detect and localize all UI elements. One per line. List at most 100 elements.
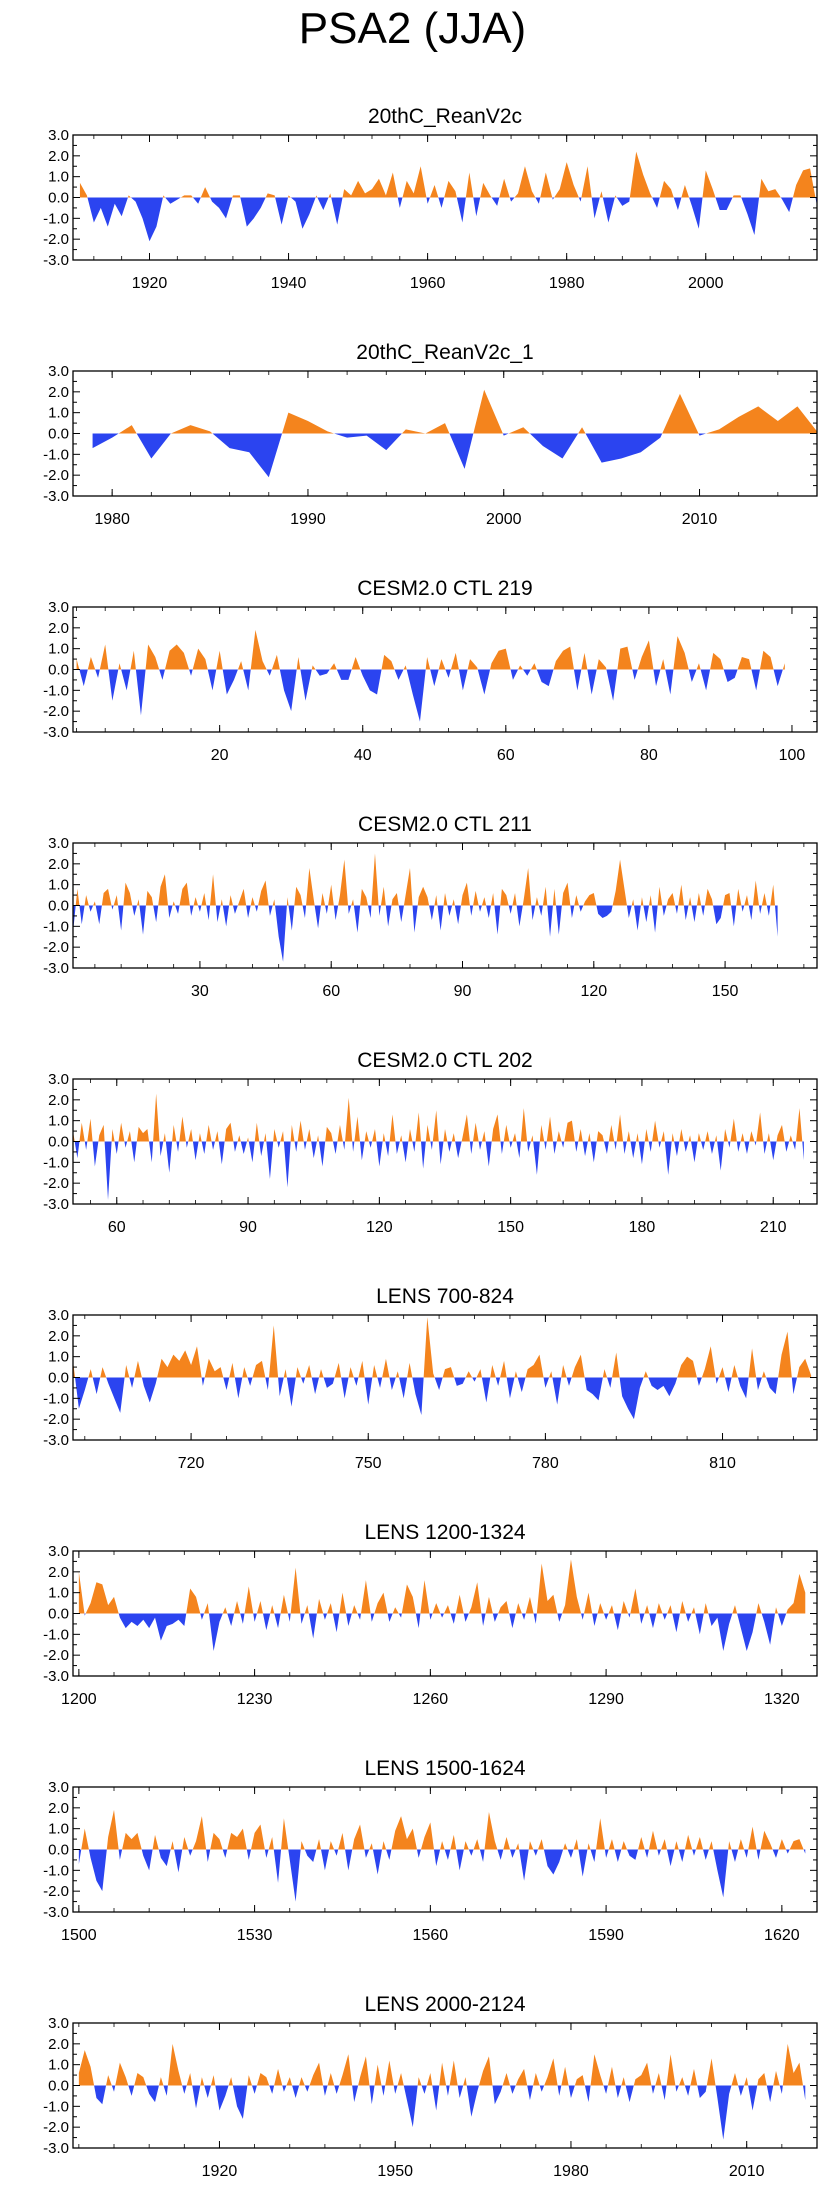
positive-area (73, 1093, 804, 1142)
x-tick-label: 210 (760, 1219, 787, 1236)
positive-area (92, 389, 817, 434)
y-tick-label: -3.0 (43, 1904, 69, 1921)
y-tick-label: 0.0 (48, 1134, 69, 1151)
positive-area (76, 629, 785, 670)
x-tick-label: 1230 (237, 1691, 273, 1708)
chart-title: CESM2.0 CTL 219 (357, 577, 532, 600)
y-tick-label: 2.0 (48, 1800, 69, 1817)
positive-area (78, 2043, 806, 2086)
x-tick-label: 780 (532, 1455, 559, 1472)
negative-area (76, 669, 785, 722)
y-tick-label: -2.0 (43, 231, 69, 248)
y-tick-label: -3.0 (43, 960, 69, 977)
x-tick-label: 750 (355, 1455, 382, 1472)
y-tick-label: 1.0 (48, 1585, 69, 1602)
y-tick-label: -1.0 (43, 1154, 69, 1171)
y-tick-label: 1.0 (48, 1113, 69, 1130)
y-tick-label: 3.0 (48, 363, 69, 380)
y-tick-label: -1.0 (43, 1390, 69, 1407)
x-tick-label: 1980 (553, 2163, 589, 2180)
y-tick-label: 3.0 (48, 1307, 69, 1324)
negative-area (78, 1849, 806, 1902)
x-tick-label: 150 (712, 983, 739, 1000)
y-tick-label: 0.0 (48, 1842, 69, 1859)
x-tick-label: 1320 (764, 1691, 800, 1708)
y-tick-label: -3.0 (43, 252, 69, 269)
y-tick-label: 3.0 (48, 835, 69, 852)
chart-panel: LENS 2000-2124 3.0 2.0 1.0 0.0 -1.0 -2.0 -3.0 19… (43, 1993, 818, 2180)
y-tick-label: 0.0 (48, 190, 69, 207)
negative-area (78, 2085, 806, 2140)
y-tick-label: 3.0 (48, 127, 69, 144)
x-tick-label: 120 (366, 1219, 393, 1236)
positive-area (73, 853, 778, 906)
x-tick-label: 20 (211, 747, 229, 764)
x-tick-label: 810 (709, 1455, 736, 1472)
chart-title: CESM2.0 CTL 211 (358, 813, 532, 836)
y-tick-label: 3.0 (48, 1543, 69, 1560)
y-tick-label: 1.0 (48, 169, 69, 186)
x-tick-label: 30 (191, 983, 209, 1000)
x-tick-label: 150 (497, 1219, 524, 1236)
x-tick-label: 1560 (413, 1927, 449, 1944)
negative-area (73, 905, 778, 962)
x-tick-label: 1920 (202, 2163, 238, 2180)
x-tick-label: 1960 (410, 275, 446, 292)
x-tick-label: 120 (580, 983, 607, 1000)
y-tick-label: -3.0 (43, 1432, 69, 1449)
x-tick-label: 2000 (486, 511, 522, 528)
y-tick-label: 0.0 (48, 1606, 69, 1623)
y-tick-label: 2.0 (48, 856, 69, 873)
x-tick-label: 2010 (682, 511, 718, 528)
x-tick-label: 180 (629, 1219, 656, 1236)
y-tick-label: 1.0 (48, 877, 69, 894)
positive-area (78, 1559, 806, 1614)
y-tick-label: 2.0 (48, 384, 69, 401)
x-tick-label: 1590 (588, 1927, 624, 1944)
negative-area (73, 1141, 804, 1200)
chart-panel: LENS 1200-1324 3.0 2.0 1.0 0.0 -1.0 -2.0 -3.0 12… (43, 1521, 818, 1708)
negative-area (92, 433, 817, 478)
y-tick-label: -2.0 (43, 2119, 69, 2136)
chart-panel: 20thC_ReanV2c 3.0 2.0 1.0 0.0 -1.0 -2.0 -3.0 192… (43, 105, 818, 292)
y-tick-label: -2.0 (43, 703, 69, 720)
x-tick-label: 90 (454, 983, 472, 1000)
chart-title: 20thC_ReanV2c (368, 105, 522, 128)
positive-area (78, 1809, 806, 1850)
y-tick-label: -1.0 (43, 1626, 69, 1643)
y-tick-label: 2.0 (48, 1328, 69, 1345)
y-tick-label: 0.0 (48, 1370, 69, 1387)
y-tick-label: 0.0 (48, 426, 69, 443)
x-tick-label: 1200 (61, 1691, 97, 1708)
y-tick-label: -1.0 (43, 2098, 69, 2115)
x-tick-label: 1260 (413, 1691, 449, 1708)
positive-area (79, 151, 817, 198)
negative-area (78, 1613, 806, 1651)
chart-panel: CESM2.0 CTL 219 3.0 2.0 1.0 0.0 -1.0 -2.0 -3.0 2… (43, 577, 818, 764)
y-tick-label: -2.0 (43, 1175, 69, 1192)
y-tick-label: 0.0 (48, 898, 69, 915)
y-tick-label: 0.0 (48, 662, 69, 679)
y-tick-label: 0.0 (48, 2078, 69, 2095)
y-tick-label: -2.0 (43, 1647, 69, 1664)
x-tick-label: 1950 (377, 2163, 413, 2180)
y-tick-label: 1.0 (48, 2057, 69, 2074)
y-tick-label: -1.0 (43, 918, 69, 935)
x-tick-label: 60 (108, 1219, 126, 1236)
x-tick-label: 1980 (94, 511, 130, 528)
y-tick-label: -1.0 (43, 210, 69, 227)
chart-panel: 20thC_ReanV2c_1 3.0 2.0 1.0 0.0 -1.0 -2.0 -3.0 1… (43, 341, 818, 528)
negative-area (79, 197, 817, 242)
chart-title: LENS 1200-1324 (364, 1521, 525, 1544)
chart-title: 20thC_ReanV2c_1 (356, 341, 533, 364)
x-tick-label: 1500 (61, 1927, 97, 1944)
x-tick-label: 60 (497, 747, 515, 764)
x-tick-label: 1990 (290, 511, 326, 528)
y-tick-label: -2.0 (43, 1411, 69, 1428)
x-tick-label: 80 (640, 747, 658, 764)
y-tick-label: 2.0 (48, 620, 69, 637)
y-tick-label: -1.0 (43, 682, 69, 699)
y-tick-label: 2.0 (48, 1092, 69, 1109)
y-tick-label: 1.0 (48, 1821, 69, 1838)
